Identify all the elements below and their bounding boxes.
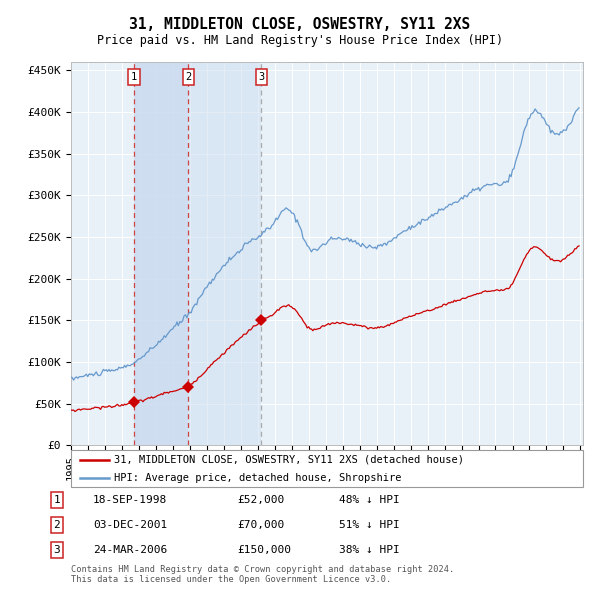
Text: 31, MIDDLETON CLOSE, OSWESTRY, SY11 2XS (detached house): 31, MIDDLETON CLOSE, OSWESTRY, SY11 2XS … (115, 455, 464, 465)
Text: 2: 2 (185, 72, 191, 82)
Text: 51% ↓ HPI: 51% ↓ HPI (339, 520, 400, 530)
Text: 18-SEP-1998: 18-SEP-1998 (93, 496, 167, 505)
Text: £70,000: £70,000 (237, 520, 284, 530)
Bar (134, 62, 188, 445)
Text: 03-DEC-2001: 03-DEC-2001 (93, 520, 167, 530)
Text: £150,000: £150,000 (237, 545, 291, 555)
Text: 3: 3 (259, 72, 265, 82)
Text: £52,000: £52,000 (237, 496, 284, 505)
Text: 1: 1 (53, 496, 61, 505)
Text: 24-MAR-2006: 24-MAR-2006 (93, 545, 167, 555)
Text: Price paid vs. HM Land Registry's House Price Index (HPI): Price paid vs. HM Land Registry's House … (97, 34, 503, 47)
Text: 48% ↓ HPI: 48% ↓ HPI (339, 496, 400, 505)
Bar (188, 62, 262, 445)
Text: 1: 1 (131, 72, 137, 82)
Text: Contains HM Land Registry data © Crown copyright and database right 2024.
This d: Contains HM Land Registry data © Crown c… (71, 565, 454, 584)
Text: 38% ↓ HPI: 38% ↓ HPI (339, 545, 400, 555)
Text: HPI: Average price, detached house, Shropshire: HPI: Average price, detached house, Shro… (115, 473, 402, 483)
Text: 3: 3 (53, 545, 61, 555)
Text: 31, MIDDLETON CLOSE, OSWESTRY, SY11 2XS: 31, MIDDLETON CLOSE, OSWESTRY, SY11 2XS (130, 17, 470, 31)
Text: 2: 2 (53, 520, 61, 530)
